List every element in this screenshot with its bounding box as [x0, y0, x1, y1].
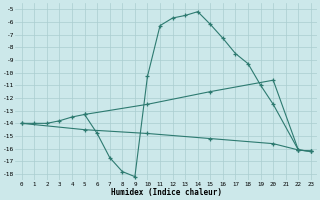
- X-axis label: Humidex (Indice chaleur): Humidex (Indice chaleur): [111, 188, 222, 197]
